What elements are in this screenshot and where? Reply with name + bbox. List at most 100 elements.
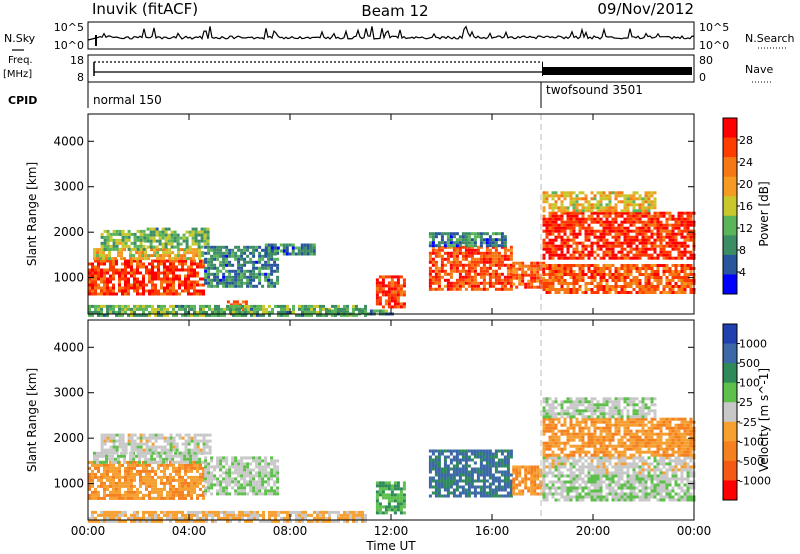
power-heatmap <box>88 191 696 317</box>
colorbar-swatch <box>723 363 737 384</box>
x-tick-label: 20:00 <box>576 524 611 538</box>
colorbar-swatch <box>723 118 737 139</box>
colorbar-swatch <box>723 324 737 345</box>
y-tick-label: 3000 <box>53 386 84 400</box>
heatmap-region <box>88 304 367 317</box>
colorbar-tick-label: 28 <box>739 134 753 147</box>
heatmap-region <box>204 245 280 288</box>
colorbar-tick-label: 16 <box>739 200 753 213</box>
velocity-colorbar: 1000 500 100 25 -25 -100 -500 -1000 <box>722 323 771 501</box>
velocity-heatmap <box>88 397 696 523</box>
colorbar-swatch <box>723 460 737 481</box>
y-tick-label: 3000 <box>53 180 84 194</box>
y-tick-label: 2000 <box>53 225 84 239</box>
y-tick-label: 4000 <box>53 340 84 354</box>
power-ylabel: Slant Range [km] <box>25 162 39 266</box>
nsearch-label: N.Search <box>745 32 795 45</box>
heatmap-region <box>264 243 316 256</box>
x-axis-label: Time UT <box>365 539 416 553</box>
nsky-left-tick-bottom: 10^0 <box>54 39 84 52</box>
heatmap-region <box>542 191 657 213</box>
heatmap-region <box>542 264 696 294</box>
colorbar-tick-label: -25 <box>739 416 757 429</box>
heatmap-region <box>542 397 657 419</box>
heatmap-region <box>428 232 507 248</box>
freq-label: Freq. <box>8 55 33 66</box>
colorbar-swatch <box>723 157 737 178</box>
colorbar-tick-label: -100 <box>739 435 764 448</box>
colorbar-tick-label: 8 <box>739 244 746 257</box>
colorbar-swatch <box>723 274 737 295</box>
freq-trace <box>93 61 692 76</box>
cpid-label: CPID <box>8 94 37 107</box>
heatmap-region <box>327 309 394 316</box>
nsky-right-tick-top: 10^5 <box>699 21 729 34</box>
colorbar-swatch <box>723 215 737 236</box>
power-y-axis: 1000 2000 3000 4000 <box>53 134 694 285</box>
x-tick-label: 00:00 <box>71 524 106 538</box>
heatmap-region <box>375 481 406 515</box>
heatmap-region <box>100 229 146 251</box>
nave-label: Nave <box>745 63 773 76</box>
x-tick-label: 12:00 <box>374 524 409 538</box>
nsky-trace <box>87 25 695 46</box>
nsky-line <box>87 25 695 41</box>
x-tick-label: 08:00 <box>273 524 308 538</box>
freq-twofsound-band <box>542 67 692 75</box>
y-tick-label: 2000 <box>53 431 84 445</box>
colorbar-swatch <box>723 382 737 403</box>
freq-tick-top: 18 <box>70 54 84 67</box>
velocity-y-axis: 1000 2000 3000 4000 <box>53 340 694 491</box>
nsky-label: N.Sky <box>4 32 36 45</box>
colorbar-tick-label: 12 <box>739 222 753 235</box>
colorbar-tick-label: 4 <box>739 266 746 279</box>
colorbar-tick-label: 100 <box>739 377 760 390</box>
colorbar-tick-label: -1000 <box>739 474 771 487</box>
freq-tick-bottom: 8 <box>77 71 84 84</box>
colorbar-tick-label: 1000 <box>739 338 767 351</box>
colorbar-tick-label: -500 <box>739 455 764 468</box>
heatmap-region <box>88 259 205 296</box>
colorbar-tick-label: 24 <box>739 156 753 169</box>
colorbar-swatch <box>723 254 737 275</box>
nsky-panel-frame <box>87 21 695 50</box>
nave-tick-top: 80 <box>699 54 713 67</box>
x-axis: 00:00 04:00 08:00 12:00 16:00 20:00 00:00 <box>71 114 712 538</box>
colorbar-swatch <box>723 235 737 256</box>
heatmap-region <box>143 227 210 249</box>
station-title: Inuvik (fitACF) <box>92 0 198 18</box>
cpid-segment-2: twofsound 3501 <box>546 83 643 97</box>
colorbar-swatch <box>723 421 737 442</box>
heatmap-region <box>204 456 280 496</box>
colorbar-swatch <box>723 343 737 364</box>
y-tick-label: 4000 <box>53 134 84 148</box>
colorbar-tick-label: 500 <box>739 357 760 370</box>
heatmap-region <box>100 433 212 455</box>
velocity-ylabel: Slant Range [km] <box>25 368 39 472</box>
x-tick-label: 00:00 <box>677 524 712 538</box>
date-title: 09/Nov/2012 <box>597 0 694 18</box>
cpid-segment-1: normal 150 <box>93 93 162 107</box>
nsky-right-tick-bottom: 10^0 <box>699 39 729 52</box>
heatmap-region <box>428 449 513 498</box>
heatmap-region <box>512 465 546 496</box>
x-tick-label: 16:00 <box>475 524 510 538</box>
freq-panel-frame <box>87 54 695 83</box>
colorbar-tick-label: 25 <box>739 396 753 409</box>
heatmap-region <box>542 474 696 502</box>
power-cbar-label: Power [dB] <box>757 181 771 246</box>
freq-unit-label: [MHz] <box>3 69 32 80</box>
y-tick-label: 1000 <box>53 477 84 491</box>
beam-title: Beam 12 <box>361 2 428 20</box>
colorbar-swatch <box>723 480 737 501</box>
heatmap-region <box>88 510 367 523</box>
colorbar-swatch <box>723 196 737 217</box>
x-tick-label: 04:00 <box>172 524 207 538</box>
colorbar-swatch <box>723 176 737 197</box>
velocity-cbar-label: Velocity [m s^-1] <box>757 368 771 472</box>
colorbar-swatch <box>723 402 737 423</box>
colorbar-tick-label: 20 <box>739 178 753 191</box>
nave-tick-bottom: 0 <box>699 71 706 84</box>
y-tick-label: 1000 <box>53 271 84 285</box>
